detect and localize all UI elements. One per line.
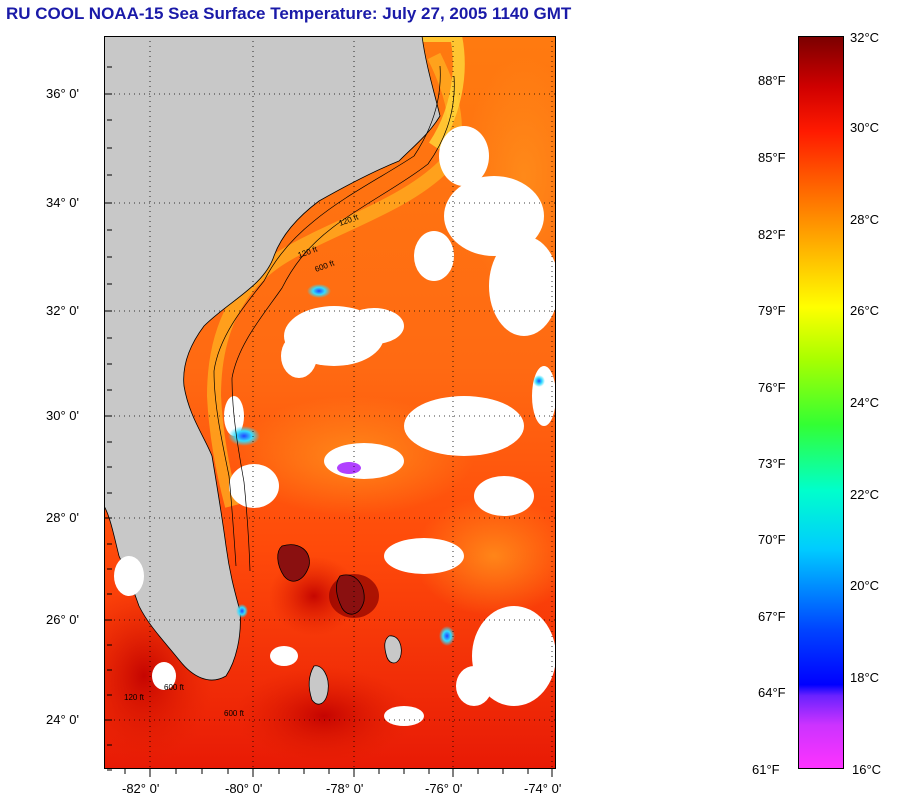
cool-water-patch [307,284,331,298]
colorbar-fahrenheit-label: 79°F [758,303,786,318]
colorbar-border [798,36,844,769]
longitude-label: -74° 0' [524,781,562,796]
colorbar-fahrenheit-label: 85°F [758,150,786,165]
cool-water-patch [236,604,248,618]
colorbar-celsius-label: 18°C [850,670,880,685]
longitude-label: -78° 0' [326,781,364,796]
colorbar-gradient [798,36,844,769]
latitude-label: 30° 0' [46,408,79,423]
sea-surface-temperature-map: 120 ft 600 ft 120 ft 600 ft 120 ft 600 f… [104,36,556,769]
colorbar-fahrenheit-label: 82°F [758,227,786,242]
colorbar-celsius-label: 24°C [850,395,880,410]
contour-label: 120 ft [124,693,145,702]
colorbar-celsius-label: 16°C [852,762,882,777]
latitude-label: 24° 0' [46,712,79,727]
colorbar-fahrenheit-label: 88°F [758,73,786,88]
warm-water-patch [414,496,556,616]
land-mass [104,36,441,681]
cool-water-patch [337,462,361,474]
colorbar-fahrenheit-label: 73°F [758,456,786,471]
map-border [104,36,556,769]
cool-water-patch [439,626,455,646]
colorbar-celsius-label: 22°C [850,487,880,502]
colorbar-fahrenheit-label: 67°F [758,609,786,624]
longitude-label: -76° 0' [425,781,463,796]
contour-label: 600 ft [164,683,185,692]
hot-water-patch [234,666,414,766]
island [336,574,365,615]
colorbar-fahrenheit-label: 61°F [752,762,780,777]
colorbar-celsius-label: 32°C [850,30,880,45]
colorbar-fahrenheit-label: 70°F [758,532,786,547]
contour-label: 600 ft [224,709,245,718]
colorbar-celsius-label: 30°C [850,120,880,135]
bathymetry-contour-600ft [231,75,455,572]
latitude-label: 28° 0' [46,510,79,525]
map-axis-ticks [104,66,553,777]
island [277,544,310,582]
bathymetry-contour-120ft [213,65,441,567]
temperature-colorbar [798,36,844,769]
latitude-label: 26° 0' [46,612,79,627]
longitude-label: -80° 0' [225,781,263,796]
shelf-water-band [422,36,465,150]
longitude-label: -82° 0' [122,781,160,796]
colorbar-fahrenheit-label: 64°F [758,685,786,700]
page-title: RU COOL NOAA-15 Sea Surface Temperature:… [6,4,572,23]
colorbar-celsius-label: 20°C [850,578,880,593]
land-mass [308,665,329,705]
latitude-label: 34° 0' [46,195,79,210]
latitude-label: 36° 0' [46,86,79,101]
cloud-cover [114,126,556,726]
island [384,635,402,664]
colorbar-celsius-label: 28°C [850,212,880,227]
graticule [104,36,556,769]
latitude-label: 32° 0' [46,303,79,318]
colorbar-celsius-label: 26°C [850,303,880,318]
cool-water-patch [533,375,545,387]
colorbar-fahrenheit-label: 76°F [758,380,786,395]
